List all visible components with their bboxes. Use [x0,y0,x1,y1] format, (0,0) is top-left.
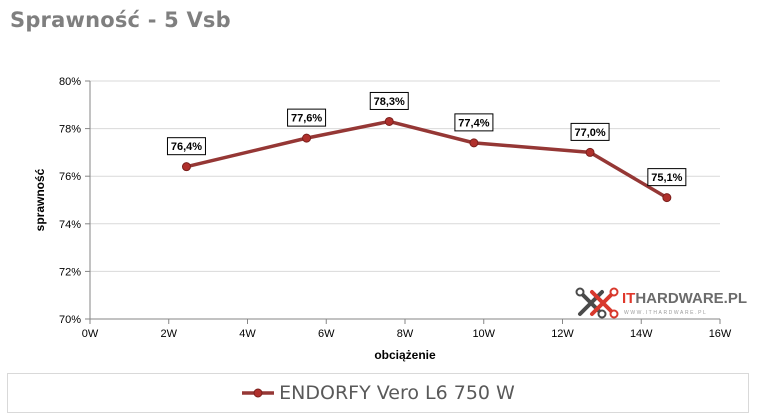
x-tick-label: 0W [82,328,99,340]
data-label-box [287,108,327,127]
data-labels: 76,4% 77,6% 78,3% 77,4% 77,0% 75,1% [166,91,687,187]
data-point [302,133,312,143]
legend: ENDORFY Vero L6 750 W [7,373,749,413]
y-tick-label: 70% [59,314,81,326]
watermark-brand: ITHARDWARE.PL [622,290,747,307]
y-tick-label: 72% [59,266,81,278]
x-logo-node [597,309,607,319]
watermark-url: WWW.ITHARDWARE.PL [624,310,707,316]
x-tick-label: 6W [318,328,335,340]
legend-label: ENDORFY Vero L6 750 W [279,382,515,404]
data-label-box [454,113,494,132]
data-label: 78,3% [374,96,405,108]
y-tick-label: 80% [59,76,81,88]
data-label: 77,0% [574,127,605,139]
data-label: 77,6% [291,113,322,125]
data-point [384,116,394,126]
x-logo-stroke [578,290,604,316]
y-axis-title: sprawność [33,168,47,231]
chart-title: Sprawność - 5 Vsb [10,8,231,32]
x-tick-label: 12W [551,328,574,340]
axis-layer: 70% 72% 74% 76% 78% 80% 0W 2W 4W 6W 8W 10W 12W 14W 16W… [33,76,732,362]
x-tick-label: 8W [397,328,414,340]
data-label: 77,4% [458,117,489,129]
x-axis-title: obciążenie [374,348,436,362]
data-label-box [166,137,206,156]
x-logo-node [575,287,585,297]
y-tick-label: 78% [59,124,81,136]
x-tick-label: 14W [630,328,653,340]
data-point [585,147,595,157]
watermark: ITHARDWARE.PL WWW.ITHARDWARE.PL [575,287,747,319]
y-tick-label: 74% [59,219,81,231]
grid-layer [90,80,720,320]
x-tick-label: 4W [239,328,256,340]
x-logo-node [609,287,619,297]
data-label-box [369,91,409,110]
data-label-box [570,122,610,141]
data-label: 76,4% [171,141,202,153]
x-tick-label: 10W [472,328,495,340]
data-point [469,138,479,148]
x-tick-label: 16W [709,328,732,340]
x-tick-label: 2W [161,328,178,340]
x-logo-icon [575,287,619,319]
data-point [181,162,191,172]
data-label-box [647,168,687,187]
data-point [662,193,672,203]
watermark-brand-rest: HARDWARE.PL [635,290,747,307]
series-line [186,119,668,200]
data-label: 75,1% [651,172,682,184]
y-tick-label: 76% [59,171,81,183]
x-logo-node [609,309,619,319]
series-layer [181,116,672,203]
legend-marker [242,388,275,398]
watermark-brand-prefix: IT [622,290,635,307]
